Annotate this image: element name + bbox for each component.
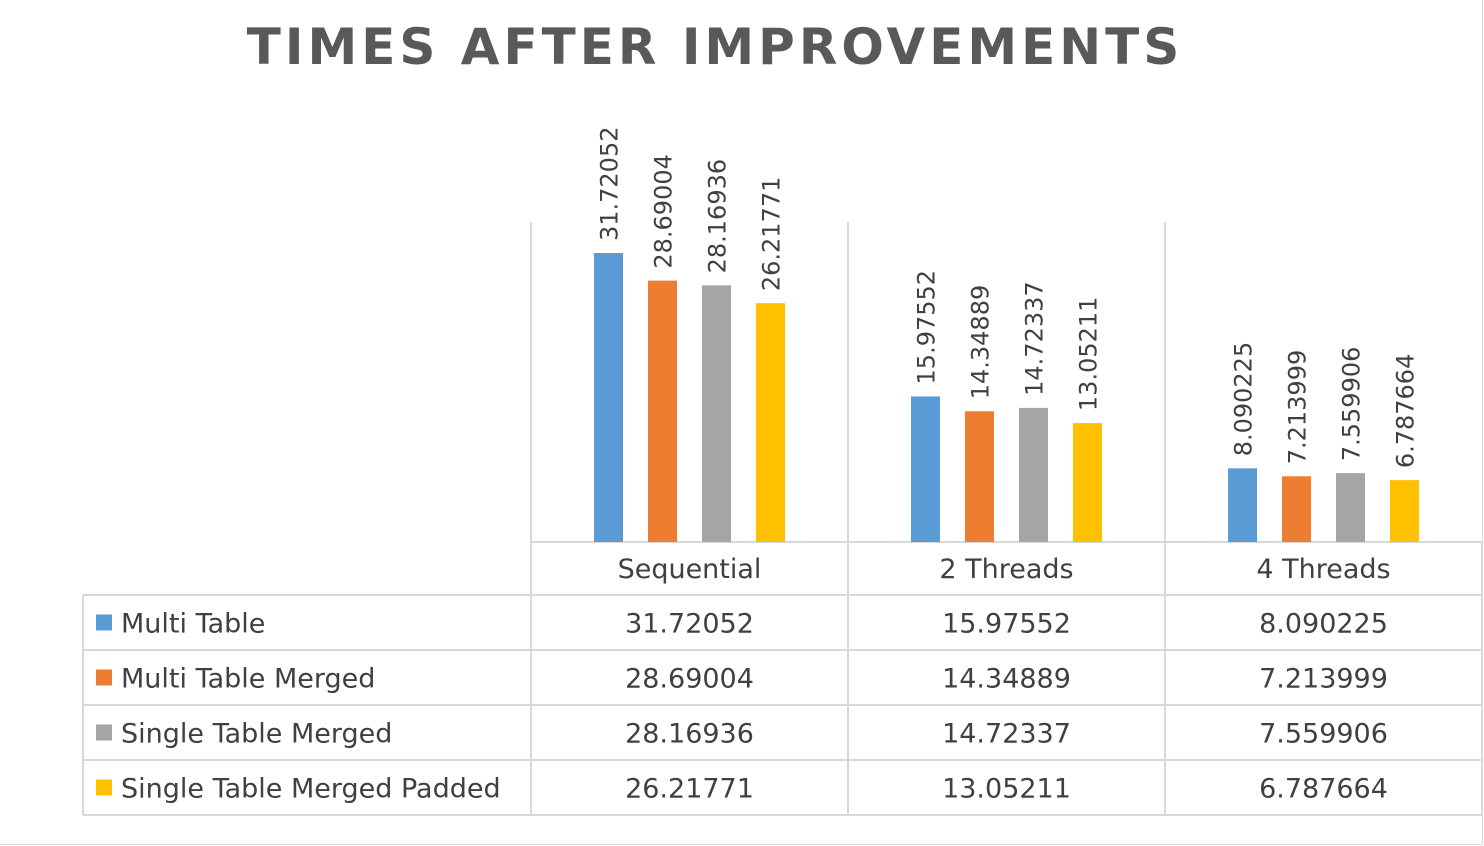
bar [911,396,940,542]
table-cell: 14.34889 [942,664,1071,695]
data-label: 14.72337 [1021,281,1049,396]
legend-key [96,724,112,741]
bar [1228,468,1257,542]
data-label: 15.97552 [913,270,941,385]
data-label: 7.213999 [1284,350,1312,465]
data-label: 13.05211 [1075,297,1103,412]
bar [1336,473,1365,542]
chart-title: TIMES AFTER IMPROVEMENTS [247,18,1183,76]
bar [965,411,994,542]
bar [648,280,677,542]
table-cell: 14.72337 [942,719,1071,750]
data-label: 26.21771 [758,177,786,292]
bar [756,303,785,542]
category-label: Sequential [618,554,762,585]
bar [594,253,623,542]
data-label: 7.559906 [1338,347,1366,462]
table-cell: 7.559906 [1259,719,1388,750]
data-label: 8.090225 [1230,342,1258,457]
bar [702,285,731,542]
bars [594,253,1419,542]
data-label: 28.69004 [650,154,678,269]
category-labels: Sequential 2 Threads 4 Threads [618,554,1391,585]
bar [1390,480,1419,542]
table-grid [82,222,1483,816]
category-label: 4 Threads [1256,554,1390,585]
bar [1282,476,1311,542]
table-cell: 13.05211 [942,774,1071,805]
data-table: 31.72052 28.69004 28.16936 26.21771 15.97552… [96,609,1388,805]
table-cell: 6.787664 [1259,774,1388,805]
bar [1073,423,1102,542]
legend-entry: Multi Table Merged [121,664,375,695]
data-labels: 31.72052 28.69004 28.16936 26.21771 15.97552… [596,127,1420,469]
category-label: 2 Threads [939,554,1073,585]
data-label: 28.16936 [704,159,732,274]
legend-entry: Single Table Merged [121,719,392,750]
table-cell: 28.69004 [625,664,754,695]
table-cell: 28.16936 [625,719,754,750]
table-cell: 8.090225 [1259,609,1388,640]
data-label: 14.34889 [967,285,995,400]
table-cell: 26.21771 [625,774,754,805]
table-cell: 7.213999 [1259,664,1388,695]
legend-key [96,614,112,631]
legend-entry: Multi Table [121,609,265,640]
bar [1019,407,1048,542]
table-cell: 15.97552 [942,609,1071,640]
table-cell: 31.72052 [625,609,754,640]
legend-key [96,779,112,796]
data-label: 6.787664 [1392,354,1420,469]
legend-key [96,669,112,686]
legend-entry: Single Table Merged Padded [121,774,501,805]
data-label: 31.72052 [596,127,624,242]
